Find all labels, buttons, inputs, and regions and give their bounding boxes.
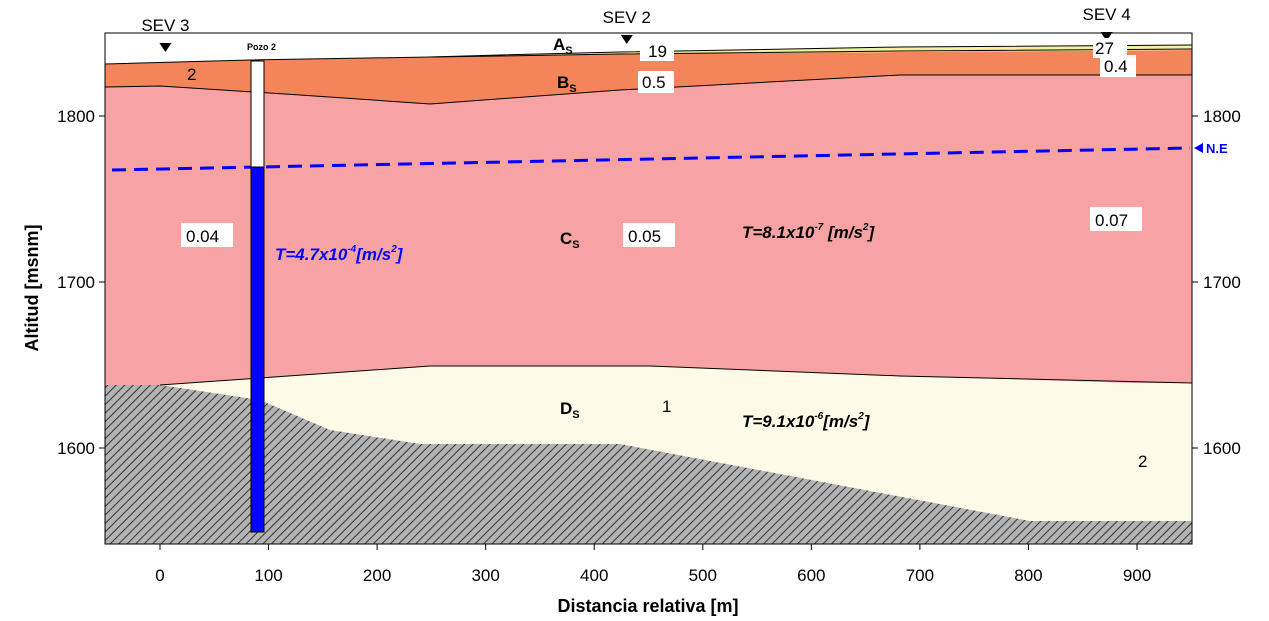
transmissivity-well: T=4.7x10-4[m/s2] — [275, 244, 404, 264]
value-box — [1100, 55, 1136, 77]
value-d-sev4: 2 — [1138, 452, 1147, 471]
water-table-line — [111, 146, 1191, 172]
x-tick-label: 600 — [797, 566, 825, 585]
y-tick-label: 1700 — [57, 273, 95, 292]
value-d-sev2: 1 — [662, 397, 671, 416]
value-box — [638, 71, 674, 93]
y-tick-label: 1600 — [57, 439, 95, 458]
x-tick-label: 500 — [689, 566, 717, 585]
well-screen — [250, 166, 265, 533]
well-label: Pozo 2 — [247, 42, 276, 52]
sev-label: SEV 3 — [141, 16, 189, 35]
sev-label: SEV 2 — [603, 8, 651, 27]
layer-d-fill — [105, 366, 1192, 521]
value-box — [640, 41, 674, 61]
layer-a-fill — [430, 45, 1192, 57]
layer-a-label: AS — [553, 35, 573, 57]
water-table-label: N.E — [1206, 141, 1228, 156]
value-c-sev3: 0.04 — [186, 227, 219, 246]
sev-marker-icon — [159, 43, 172, 52]
value-box — [181, 223, 233, 247]
plot-frame — [104, 32, 1193, 545]
layer-b-label: BS — [557, 73, 577, 95]
value-box — [623, 223, 675, 247]
x-tick-label: 700 — [906, 566, 934, 585]
transmissivity-c: T=8.1x10-7 [m/s2] — [742, 222, 875, 242]
x-tick-label: 400 — [580, 566, 608, 585]
layer-c-label: CS — [560, 229, 580, 251]
transmissivity-d: T=9.1x10-6[m/s2] — [742, 411, 871, 431]
y-tick-label-right: 1800 — [1203, 107, 1241, 126]
water-table-marker-icon — [1194, 143, 1203, 153]
sev-markers: SEV 3 SEV 2 SEV 4 — [141, 5, 1131, 52]
layer-d-label: DS — [560, 399, 580, 421]
interface-c-d — [159, 365, 1192, 386]
x-tick-label: 800 — [1014, 566, 1042, 585]
y-tick-label-right: 1600 — [1203, 439, 1241, 458]
y-tick-label: 1800 — [57, 107, 95, 126]
value-a-sev4: 27 — [1095, 39, 1114, 58]
value-c-sev2: 0.05 — [628, 227, 661, 246]
ground-surface — [105, 44, 1192, 65]
y-axis-title: Altitud [msnm] — [22, 225, 42, 352]
value-b-sev3: 2 — [187, 65, 196, 84]
value-c-sev4: 0.07 — [1095, 211, 1128, 230]
x-tick-label: 200 — [363, 566, 391, 585]
x-tick-label: 900 — [1123, 566, 1151, 585]
value-box — [1093, 38, 1127, 58]
well-casing — [250, 60, 265, 168]
interface-b-c — [105, 74, 1192, 105]
x-tick-label: 300 — [471, 566, 499, 585]
value-b-sev2: 0.5 — [642, 73, 666, 92]
y-axis-left: 1600 1700 1800 — [57, 107, 105, 458]
basement-fill — [105, 385, 1192, 544]
sev-label: SEV 4 — [1083, 5, 1131, 24]
x-axis-title: Distancia relativa [m] — [557, 596, 738, 616]
y-tick-label-right: 1700 — [1203, 273, 1241, 292]
x-tick-label: 0 — [155, 566, 164, 585]
value-a-sev2: 19 — [648, 42, 667, 61]
x-axis: 0 100 200 300 400 500 600 700 800 900 — [155, 544, 1151, 585]
value-b-sev4: 0.4 — [1104, 57, 1128, 76]
x-tick-label: 100 — [254, 566, 282, 585]
sev-marker-icon — [1100, 32, 1113, 41]
interface-a-b — [429, 48, 1192, 58]
y-axis-right: 1600 1700 1800 — [1192, 107, 1241, 458]
value-box — [1090, 207, 1142, 231]
sev-marker-icon — [620, 35, 633, 44]
